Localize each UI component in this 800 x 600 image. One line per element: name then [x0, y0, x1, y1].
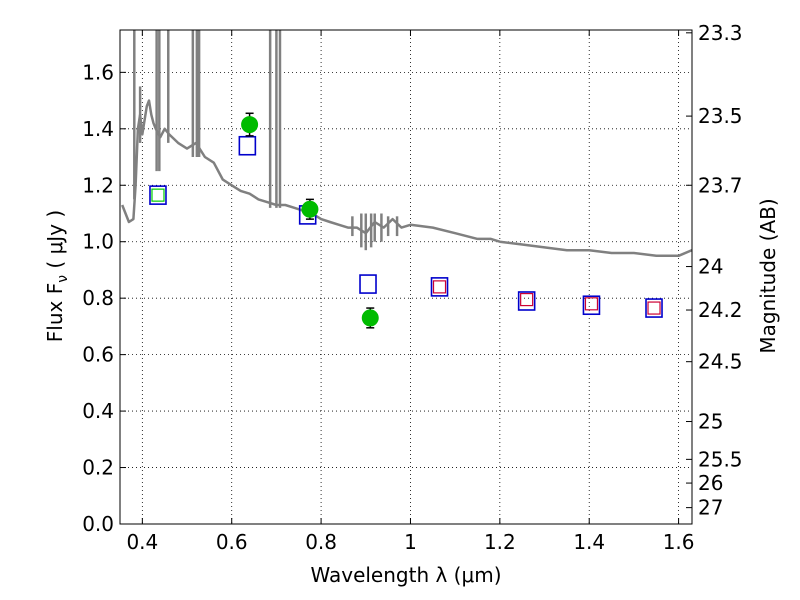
model-photometry-point [359, 274, 377, 294]
y2-tick-label: 25.5 [698, 447, 743, 471]
model-photometry-point [238, 135, 257, 156]
observed-flux-point [361, 309, 379, 327]
y-axis-label-unit: ( μJy ) [43, 210, 67, 275]
band-flux-point [647, 301, 661, 315]
y2-tick-label: 25 [698, 410, 723, 434]
band-flux-point [432, 280, 447, 294]
grid-layer [120, 30, 692, 525]
model-photometry-point [149, 185, 167, 205]
observed-flux-point [241, 116, 259, 134]
y-axis-label-main: Flux F [43, 283, 67, 342]
observed-flux-point [301, 200, 319, 218]
y2-tick-label: 26 [698, 471, 723, 495]
x-tick-label: 0.6 [216, 530, 248, 554]
y-axis-label: Flux Fν ( μJy ) [43, 210, 71, 342]
y2-tick-label: 23.7 [698, 173, 743, 197]
tick-layer: 0.4 0.6 0.8 1 1.2 1.4 1.6 0.0 0.2 0.4 0.6 0.8 1.0 1.2… [82, 21, 742, 554]
y2-tick-label: 23.5 [698, 104, 743, 128]
plot-frame [119, 29, 693, 525]
y2-axis-label: Magnitude (AB) [756, 198, 780, 353]
y-tick-label: 0.8 [82, 286, 114, 310]
y2-tick-label: 24.5 [698, 350, 743, 374]
x-axis-label: Wavelength λ (μm) [310, 563, 501, 587]
y-tick-label: 1.6 [82, 60, 114, 84]
y-axis-label-sub: ν [55, 275, 71, 283]
y2-tick-label: 24 [698, 255, 723, 279]
data-layer [121, 30, 692, 329]
model-photometry-point [582, 295, 601, 316]
y-tick-label: 0.2 [82, 456, 114, 480]
y2-tick-label: 23.3 [698, 21, 743, 45]
y-tick-label: 1.4 [82, 117, 114, 141]
x-tick-label: 0.4 [126, 530, 158, 554]
y-tick-label: 0.0 [82, 512, 114, 536]
y2-tick-label: 24.2 [698, 298, 743, 322]
y-tick-label: 0.4 [82, 399, 114, 423]
x-tick-label: 1 [404, 530, 417, 554]
band-flux-point [520, 292, 534, 307]
model-photometry-point [430, 277, 449, 297]
y-tick-label: 1.2 [82, 173, 114, 197]
model-photometry-point [645, 298, 663, 318]
model-photometry-point [517, 291, 536, 311]
spectrum-line [121, 99, 692, 258]
y-tick-label: 1.0 [82, 230, 114, 254]
x-tick-label: 0.8 [305, 530, 337, 554]
band-flux-point [151, 188, 165, 202]
x-tick-label: 1.4 [573, 530, 605, 554]
y-tick-label: 0.6 [82, 343, 114, 367]
band-flux-point [584, 297, 599, 311]
x-tick-label: 1.2 [484, 530, 516, 554]
x-tick-label: 1.6 [663, 530, 695, 554]
y2-tick-label: 27 [698, 496, 723, 520]
